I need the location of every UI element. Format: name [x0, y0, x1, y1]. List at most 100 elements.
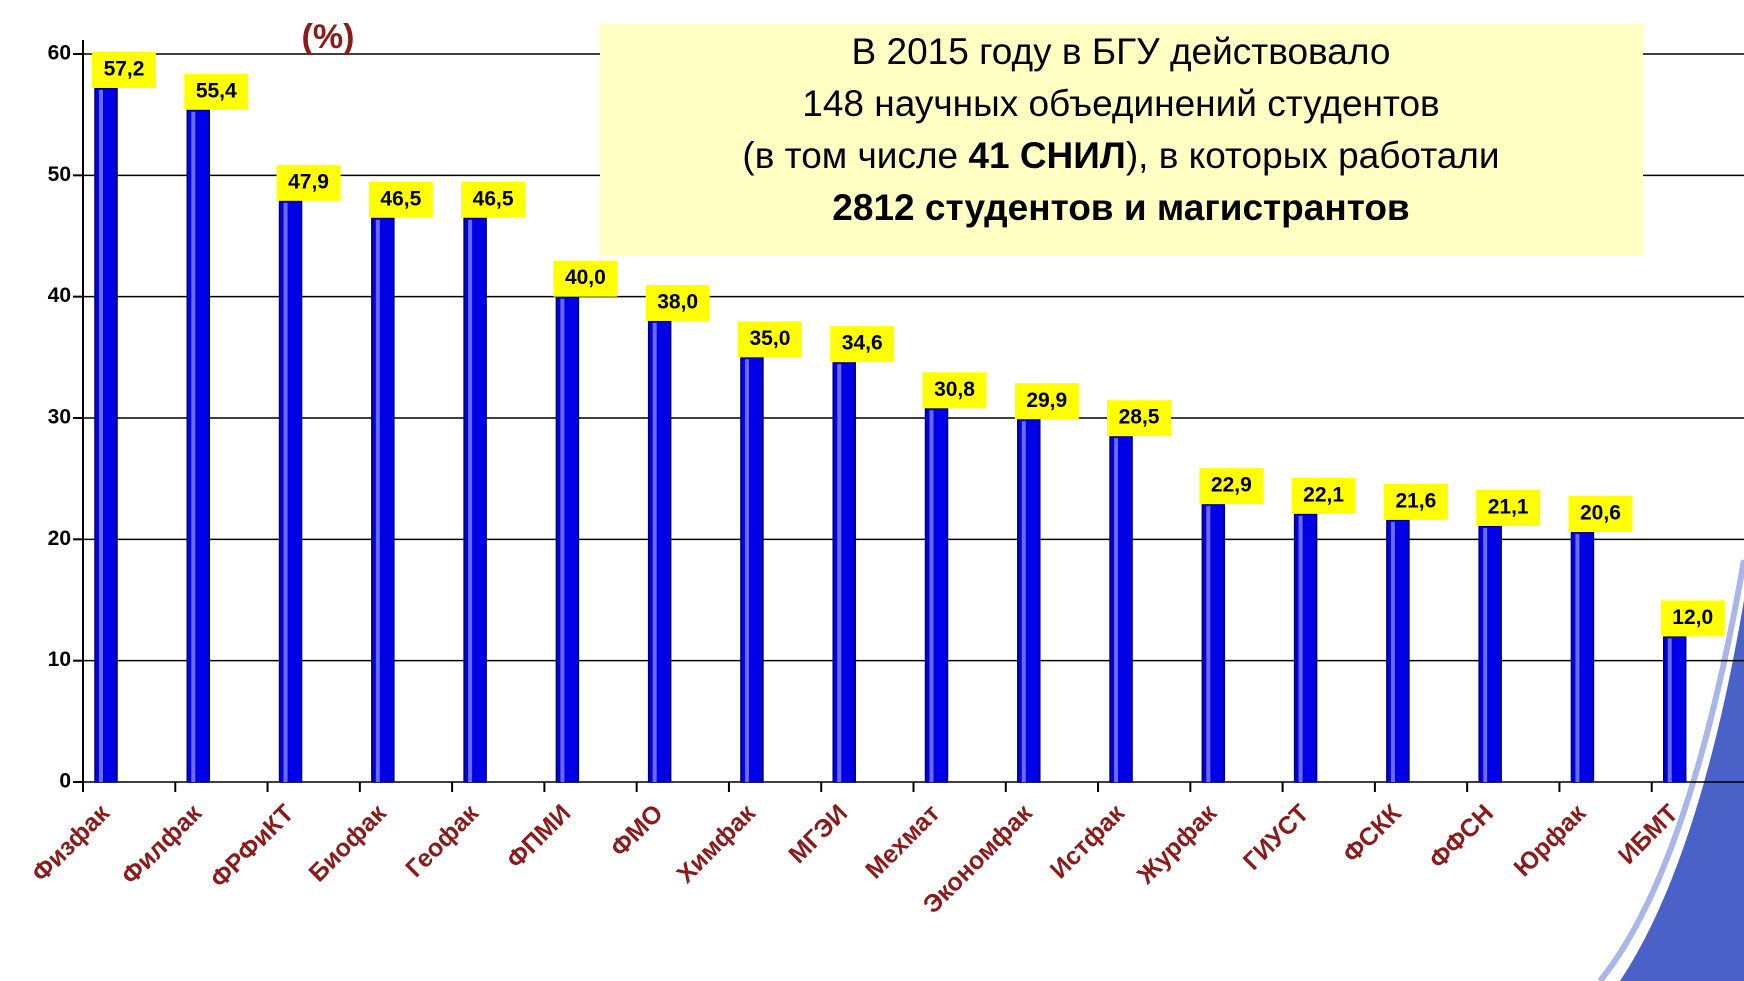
- value-label: 57,2: [104, 58, 145, 81]
- y-tick-label: 0: [59, 770, 71, 793]
- bar: [1570, 531, 1595, 783]
- y-tick-label: 30: [48, 406, 71, 429]
- bar: [740, 356, 764, 783]
- bar: [371, 217, 395, 783]
- y-tick-label: 60: [48, 42, 71, 65]
- y-tick-label: 50: [48, 163, 71, 186]
- value-label-bg: [1476, 489, 1541, 526]
- bar-highlight: [1114, 438, 1119, 782]
- x-tick-label: ФСКК: [1338, 799, 1408, 869]
- bar: [1386, 519, 1410, 783]
- bar-highlight: [468, 219, 473, 783]
- annotation-text: ), в которых работали: [1126, 135, 1500, 176]
- chart-title: (%): [302, 18, 355, 56]
- x-tick-label: Геофак: [400, 799, 484, 883]
- bar: [832, 361, 856, 783]
- bar-highlight: [283, 202, 288, 782]
- value-label: 22,9: [1211, 474, 1252, 497]
- x-tick-label: ФМО: [605, 799, 668, 862]
- decoration-arc: [1620, 600, 1744, 981]
- value-label: 22,1: [1303, 483, 1344, 506]
- bar: [1293, 513, 1318, 783]
- annotation-text: 2812 студентов и магистрантов: [832, 187, 1409, 228]
- value-label-bg: [1199, 468, 1264, 505]
- value-label-bg: [1291, 477, 1356, 514]
- bar: [1017, 418, 1041, 783]
- bar: [186, 109, 211, 783]
- annotation-text: 148 научных объединений студентов: [802, 83, 1439, 124]
- bar-highlight: [1021, 421, 1026, 782]
- bar-highlight: [1206, 506, 1211, 782]
- bar: [555, 295, 580, 783]
- bar: [1478, 525, 1502, 783]
- bar: [1109, 435, 1133, 783]
- annotation-text: В 2015 году в БГУ действовало: [852, 31, 1391, 72]
- x-tick-label: МГЭИ: [783, 799, 853, 869]
- value-label: 21,1: [1488, 496, 1529, 519]
- bar-highlight: [929, 410, 934, 782]
- value-label: 29,9: [1026, 389, 1067, 412]
- x-tick-label: Биофак: [303, 799, 392, 888]
- x-tick-label: Химфак: [671, 799, 761, 889]
- bar: [647, 320, 672, 783]
- value-label: 28,5: [1119, 406, 1160, 429]
- value-label: 46,5: [473, 187, 514, 210]
- annotation: В 2015 году в БГУ действовало 148 научных…: [742, 31, 1499, 228]
- y-tick-label: 40: [48, 284, 71, 307]
- bar-highlight: [560, 298, 565, 782]
- bar-highlight: [837, 364, 842, 782]
- value-label-bg: [1568, 496, 1633, 533]
- bar-highlight: [1483, 527, 1488, 782]
- bars: [94, 87, 1687, 783]
- bar: [924, 407, 949, 783]
- x-tick-label: Истфак: [1045, 799, 1130, 884]
- value-label-bg: [737, 321, 802, 358]
- y-tick-label: 10: [48, 648, 71, 671]
- value-label-bg: [922, 372, 987, 409]
- value-label-bg: [830, 326, 895, 363]
- value-label: 34,6: [842, 332, 883, 355]
- value-label-bg: [276, 164, 341, 201]
- value-label: 38,0: [657, 290, 698, 313]
- value-label: 40,0: [565, 266, 606, 289]
- value-label: 12,0: [1672, 606, 1713, 629]
- bar-highlight: [191, 111, 196, 782]
- value-label: 35,0: [750, 327, 791, 350]
- x-tick-label: ФПМИ: [501, 799, 576, 874]
- value-label-bg: [1107, 400, 1172, 437]
- value-label-bg: [645, 284, 710, 321]
- value-label-bg: [92, 51, 156, 88]
- value-label-bg: [1014, 383, 1079, 420]
- bar-highlight: [652, 322, 657, 782]
- bar: [1201, 503, 1226, 783]
- annotation-box: [600, 24, 1643, 256]
- value-label-bg: [1660, 600, 1725, 637]
- y-tick-label: 20: [48, 527, 71, 550]
- x-tick-label: Юрфак: [1508, 799, 1591, 882]
- annotation-text: 41 СНИЛ: [968, 135, 1125, 176]
- bar-highlight: [375, 219, 380, 783]
- value-label: 20,6: [1580, 502, 1621, 525]
- x-tick-label: ФФСН: [1424, 799, 1499, 874]
- bar-highlight: [99, 89, 103, 783]
- value-label-bg: [461, 181, 526, 218]
- value-label-bg: [184, 73, 249, 110]
- value-label: 21,6: [1395, 489, 1436, 512]
- bar: [1662, 635, 1687, 783]
- decoration-arc-edge: [1597, 559, 1744, 981]
- x-tick-label: Журфак: [1131, 799, 1222, 890]
- bar-highlight: [744, 359, 749, 782]
- value-label: 55,4: [196, 79, 237, 102]
- bar: [463, 217, 487, 783]
- x-tick-label: Филфак: [116, 799, 207, 890]
- bar-highlight: [1667, 638, 1672, 782]
- bar-highlight: [1390, 521, 1395, 782]
- value-label: 30,8: [934, 378, 975, 401]
- value-label: 46,5: [380, 187, 421, 210]
- value-label-bg: [1383, 483, 1448, 520]
- bar-highlight: [1575, 534, 1580, 782]
- value-label: 47,9: [288, 170, 329, 193]
- bar-highlight: [1298, 515, 1303, 782]
- bar: [278, 200, 303, 783]
